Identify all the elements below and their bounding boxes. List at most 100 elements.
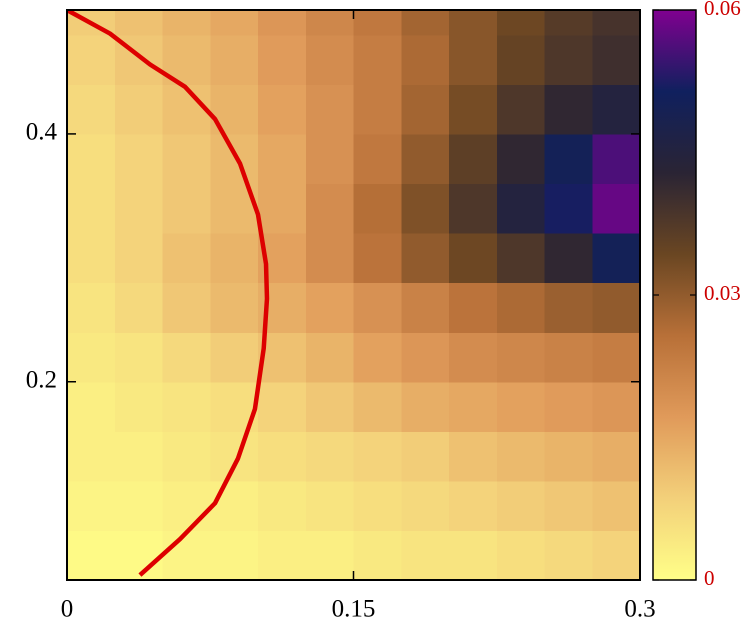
heatmap-cell (449, 480, 498, 532)
heatmap-cell (162, 332, 211, 383)
heatmap-cell (305, 133, 355, 185)
heatmap-cell (401, 10, 450, 36)
heatmap-cell (210, 233, 259, 284)
heatmap-cell (258, 381, 307, 432)
heatmap-cell (496, 183, 546, 234)
heatmap-cell (353, 480, 402, 532)
heatmap-cell (401, 282, 450, 333)
heatmap-cell (305, 480, 355, 532)
y-tick-label: 0.2 (26, 366, 57, 393)
heatmap-cell (353, 332, 402, 383)
heatmap-cell (449, 381, 498, 432)
heatmap-cell (67, 133, 116, 185)
heatmap-cell (449, 10, 498, 36)
overlay (67, 10, 270, 577)
heatmap-cell (449, 183, 498, 234)
heatmap-cell (401, 480, 450, 532)
heatmap-cell (496, 10, 546, 36)
x-tick-label: 0 (61, 596, 74, 623)
heatmap-cell (496, 431, 546, 482)
heatmap-cell (592, 84, 640, 135)
heatmap-cell (544, 233, 593, 284)
heatmap-cell (162, 480, 211, 532)
heatmap-cell (305, 431, 355, 482)
heatmap-cell (162, 530, 211, 580)
heatmap-cell (592, 282, 640, 333)
heatmap-cell (210, 480, 259, 532)
heatmap-cell (114, 381, 164, 432)
heatmap-cell (305, 34, 355, 85)
heatmap-cell (258, 431, 307, 482)
heatmap-cell (449, 233, 498, 284)
heatmap-cell (544, 530, 593, 580)
x-tick-label: 0.3 (624, 596, 655, 623)
heatmap-cell (258, 183, 307, 234)
heatmap-cell (449, 34, 498, 85)
heatmap-cell (592, 10, 640, 36)
colorbar-tick-label: 0.06 (704, 0, 741, 20)
heatmap-cell (544, 10, 593, 36)
heatmap-cell (67, 183, 116, 234)
heatmap-cell (305, 84, 355, 135)
heatmap-cell (592, 34, 640, 85)
heatmap-cell (162, 84, 211, 135)
heatmap-cell (544, 431, 593, 482)
heatmap-cell (496, 233, 546, 284)
heatmap-cell (449, 282, 498, 333)
heatmap-cell (67, 480, 116, 532)
heatmap-cell (592, 381, 640, 432)
curve (67, 10, 270, 577)
colorbar (652, 9, 697, 581)
heatmap-cell (544, 282, 593, 333)
heatmap-cell (114, 84, 164, 135)
heatmap-cell (114, 332, 164, 383)
colorbar-tick-label: 0.03 (704, 281, 741, 305)
heatmap-cell (162, 133, 211, 185)
colorbar-tick-label: 0 (704, 566, 715, 590)
heatmap-cell (496, 282, 546, 333)
heatmap-cell (210, 133, 259, 185)
heatmap-cell (305, 233, 355, 284)
heatmap-cell (401, 133, 450, 185)
heatmap-cell (401, 183, 450, 234)
heatmap-cell (592, 480, 640, 532)
heatmap-cell (258, 133, 307, 185)
heatmap-cell (401, 233, 450, 284)
heatmap-cell (67, 282, 116, 333)
heatmap-cell (67, 381, 116, 432)
heatmap-cell (353, 282, 402, 333)
heatmap-cell (258, 530, 307, 580)
heatmap-cell (401, 34, 450, 85)
heatmap-cell (67, 530, 116, 580)
heatmap-cell (449, 332, 498, 383)
heatmap-cell (353, 84, 402, 135)
heatmap-cell (114, 431, 164, 482)
heatmap-cell (353, 233, 402, 284)
y-tick-label: 0.4 (26, 119, 58, 146)
heatmap-cell (544, 133, 593, 185)
heatmap-cell (353, 34, 402, 85)
heatmap-cell (592, 133, 640, 185)
heatmap-cell (353, 183, 402, 234)
heatmap-cell (258, 480, 307, 532)
heatmap-cell (544, 381, 593, 432)
heatmap-cell (162, 381, 211, 432)
heatmap-cell (401, 431, 450, 482)
heatmap-cell (592, 183, 640, 234)
heatmap-cell (496, 34, 546, 85)
heatmap-cell (305, 332, 355, 383)
heatmap-cell (210, 431, 259, 482)
heatmap-cell (67, 332, 116, 383)
heatmap (67, 10, 640, 580)
heatmap-cell (544, 84, 593, 135)
heatmap-cell (114, 233, 164, 284)
heatmap-cell (544, 480, 593, 532)
heatmap-cell (114, 480, 164, 532)
heatmap-cell (401, 84, 450, 135)
heatmap-cell (258, 84, 307, 135)
heatmap-cell (353, 530, 402, 580)
heatmap-cell (67, 84, 116, 135)
heatmap-cell (401, 381, 450, 432)
heatmap-cell (544, 332, 593, 383)
heatmap-cell (210, 530, 259, 580)
